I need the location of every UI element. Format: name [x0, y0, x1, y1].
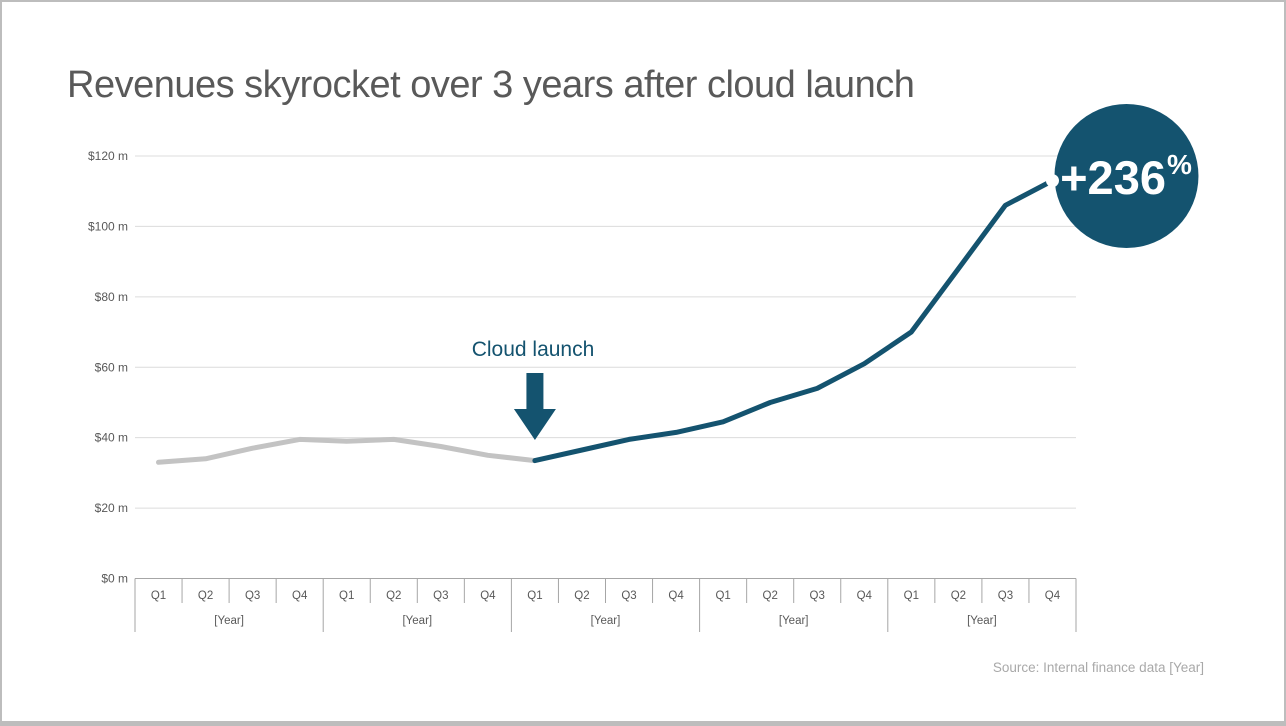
year-label: [Year] [967, 615, 997, 627]
line-endpoint-dot [1045, 174, 1059, 188]
quarter-label: Q3 [621, 590, 636, 602]
quarter-label: Q3 [810, 590, 825, 602]
quarter-label: Q2 [574, 590, 589, 602]
y-axis-tick-label: $0 m [101, 572, 128, 586]
quarter-label: Q2 [951, 590, 966, 602]
revenue-before-cloud-launch-line [156, 436, 538, 465]
y-axis-tick-label: $100 m [88, 219, 128, 233]
quarter-label: Q1 [339, 590, 354, 602]
quarter-label: Q3 [433, 590, 448, 602]
growth-badge-text: +236% [1026, 148, 1226, 206]
y-axis-tick-label: $80 m [95, 290, 128, 304]
chart-title: Revenues skyrocket over 3 years after cl… [67, 64, 915, 106]
y-axis-tick-label: $120 m [88, 149, 128, 163]
year-label: [Year] [779, 615, 809, 627]
quarter-label: Q1 [715, 590, 730, 602]
quarter-label: Q3 [245, 590, 260, 602]
quarter-label: Q1 [904, 590, 919, 602]
growth-badge-percent-sign: % [1166, 149, 1192, 180]
quarter-label: Q4 [857, 590, 873, 602]
year-label: [Year] [591, 615, 621, 627]
cloud-launch-annotation-label: Cloud launch [471, 338, 595, 361]
quarter-label: Q1 [151, 590, 166, 602]
y-axis-tick-label: $40 m [95, 431, 128, 445]
y-axis-tick-label: $20 m [95, 501, 128, 515]
quarter-label: Q4 [480, 590, 496, 602]
quarter-label: Q2 [386, 590, 401, 602]
y-axis-tick-label: $60 m [95, 360, 128, 374]
growth-badge-value: +236 [1060, 150, 1166, 204]
quarter-label: Q3 [998, 590, 1013, 602]
revenue-after-cloud-launch-line [532, 178, 1055, 464]
quarter-label: Q1 [527, 590, 542, 602]
quarter-label: Q2 [198, 590, 213, 602]
year-label: [Year] [402, 615, 432, 627]
growth-badge-circle [1054, 104, 1199, 248]
quarter-label: Q4 [292, 590, 308, 602]
year-label: [Year] [214, 615, 244, 627]
source-note: Source: Internal finance data [Year] [992, 660, 1204, 675]
cloud-launch-arrow-icon [513, 373, 556, 440]
quarter-label: Q2 [763, 590, 778, 602]
quarter-label: Q4 [1045, 590, 1061, 602]
quarter-label: Q4 [668, 590, 684, 602]
